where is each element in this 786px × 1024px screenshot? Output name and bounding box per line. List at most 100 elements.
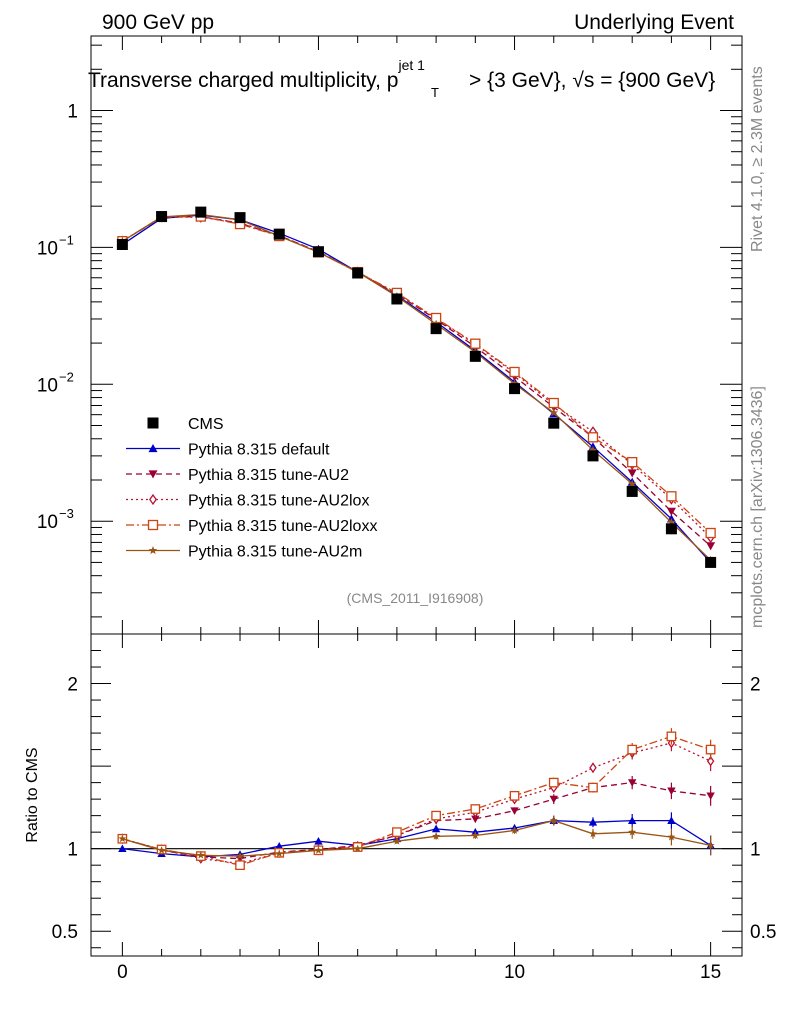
cms-point [116, 238, 128, 250]
cms-point [273, 228, 285, 240]
ratio-frame [90, 633, 743, 957]
cms-point [352, 267, 364, 279]
series-point-3 [509, 366, 520, 378]
cms-point [469, 350, 481, 362]
cms-point [312, 246, 324, 258]
ratio-point-4 [432, 832, 441, 840]
cms-point [548, 417, 560, 429]
legend: CMS Pythia 8.315 default Pythia 8.315 tune… [126, 416, 377, 561]
cms-point [195, 206, 207, 218]
ratio-point-4 [471, 831, 480, 839]
ratio-point-0 [118, 844, 127, 853]
legend-label: Pythia 8.315 tune-AU2 [188, 467, 349, 484]
main-series [116, 206, 717, 568]
ratio-point-4 [314, 846, 323, 854]
series-point-3 [666, 491, 677, 502]
ratio-point-3 [509, 790, 520, 801]
title-main: Transverse charged multiplicity, p [88, 69, 398, 92]
ratio-point-2 [706, 755, 715, 767]
ratio-y-label-left: 2 [67, 675, 78, 696]
title-sub: T [431, 85, 439, 100]
title-sup: jet 1 [397, 57, 425, 73]
ratio-point-3 [705, 744, 716, 755]
cms-point [626, 485, 638, 497]
ratio-y-label-right: 2 [750, 675, 761, 696]
mcplots-label: mcplots.cern.ch [arXiv:1306.3436] [749, 386, 766, 628]
cms-point [156, 211, 168, 223]
ratio-point-4 [628, 827, 637, 836]
legend-marker [147, 417, 159, 429]
cms-point [665, 523, 677, 535]
ratio-line-2 [122, 742, 711, 865]
ratio-point-0 [431, 824, 441, 833]
ratio-point-4 [510, 826, 519, 834]
series-point-4 [627, 479, 637, 488]
ratio-point-3 [627, 744, 638, 755]
ratio-point-4 [118, 834, 127, 843]
ratio-point-2 [589, 762, 597, 774]
plot-title: Transverse charged multiplicity, pjet 1 [88, 57, 425, 92]
x-tick-label: 5 [313, 962, 324, 983]
ratio-point-1 [549, 795, 558, 804]
rivet-label: Rivet 4.1.0, ≥ 2.3M events [749, 66, 766, 252]
ratio-y-label-left: 1 [67, 840, 78, 861]
ratio-point-3 [588, 782, 598, 793]
legend-label: Pythia 8.315 tune-AU2m [188, 544, 362, 561]
cms-point [430, 323, 442, 335]
series-point-4 [667, 517, 676, 527]
ratio-series [91, 728, 742, 871]
y-tick-label-exp: −2 [59, 369, 74, 384]
series-line-2 [122, 216, 712, 538]
series-point-3 [548, 397, 559, 409]
ratio-point-3 [548, 777, 559, 788]
series-line-4 [122, 213, 712, 561]
header-left: 900 GeV pp [102, 11, 214, 34]
ratio-point-4 [236, 851, 245, 860]
title-rest: > {3 GeV}, √s = {900 GeV} [469, 69, 715, 92]
ratio-y-label-right: 0.5 [750, 922, 776, 943]
ratio-point-1 [706, 792, 715, 801]
x-tick-label: 15 [700, 962, 721, 983]
main-axis-ticks [91, 36, 742, 634]
ratio-line-4 [122, 819, 711, 857]
ratio-point-0 [667, 816, 676, 824]
ratio-line-1 [122, 781, 711, 860]
cms-point [234, 212, 246, 224]
y-tick-label-exp: −1 [59, 232, 74, 247]
legend-marker [148, 546, 158, 555]
ratio-y-label-left: 0.5 [52, 922, 78, 943]
header-right: Underlying Event [574, 11, 734, 34]
legend-marker [148, 444, 158, 453]
analysis-id: (CMS_2011_I916908) [347, 590, 484, 606]
ratio-point-4 [588, 829, 597, 838]
ratio-point-4 [667, 832, 676, 841]
cms-point [509, 383, 521, 395]
cms-point [705, 556, 717, 568]
cms-point [391, 293, 403, 305]
ratio-point-1 [627, 779, 637, 787]
legend-marker [148, 470, 158, 479]
legend-label: Pythia 8.315 tune-AU2loxx [188, 518, 377, 535]
y-tick-label-base: 10 [37, 375, 58, 396]
series-point-3 [627, 456, 638, 468]
ratio-point-3 [666, 731, 677, 742]
ratio-line-3 [122, 735, 711, 866]
y-tick-label-base: 10 [37, 238, 58, 259]
series-line-0 [122, 214, 712, 563]
series-line-3 [122, 215, 712, 534]
ratio-point-4 [392, 837, 401, 845]
main-axis-labels: 10 −310 −210 −11 [37, 101, 78, 533]
y-tick-label: 1 [67, 101, 78, 122]
ratio-point-4 [157, 846, 166, 854]
legend-marker [149, 493, 157, 506]
ratio-point-0 [314, 837, 323, 845]
ratio-y-label-right: 1 [750, 840, 761, 861]
y-tick-label-exp: −3 [59, 506, 74, 521]
x-tick-label: 10 [504, 962, 525, 983]
ratio-point-0 [627, 816, 637, 824]
x-tick-label: 0 [117, 962, 128, 983]
legend-label: CMS [188, 416, 224, 433]
ratio-point-3 [470, 804, 481, 814]
ratio-point-0 [588, 818, 598, 826]
